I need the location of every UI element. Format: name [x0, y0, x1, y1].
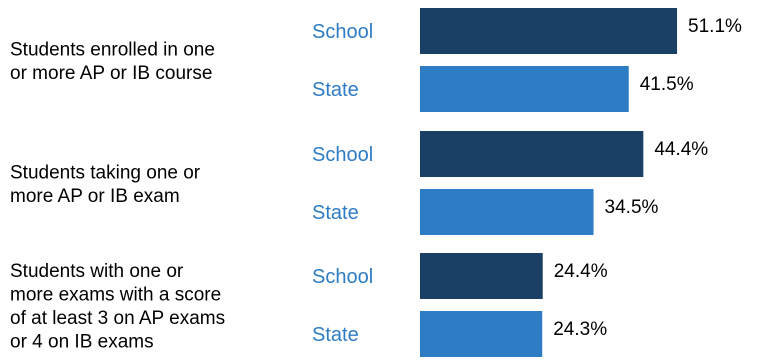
- category-label: Students enrolled in one or more AP or IB…: [10, 39, 215, 84]
- category-label: Students taking one or more AP or IB exam: [10, 162, 201, 207]
- bar-state: [420, 189, 594, 235]
- series-label-school: School: [312, 144, 373, 166]
- category-label-line: more AP or IB exam: [10, 186, 180, 207]
- category-label-line: or more AP or IB course: [10, 63, 212, 84]
- category-label: Students with one or more exams with a sc…: [10, 261, 225, 353]
- series-label-state: State: [312, 202, 359, 224]
- series-label-school: School: [312, 266, 373, 288]
- data-label: 24.4%: [554, 261, 608, 282]
- category-label-line: Students enrolled in one: [10, 39, 215, 60]
- category-label-line: Students taking one or: [10, 162, 201, 183]
- data-label: 24.3%: [553, 319, 607, 340]
- bar-state: [420, 66, 629, 112]
- category-label-line: or 4 on IB exams: [10, 331, 154, 352]
- bar-state: [420, 311, 543, 357]
- data-label: 44.4%: [654, 139, 708, 160]
- category-label-line: of at least 3 on AP exams: [10, 308, 225, 329]
- data-label: 34.5%: [605, 197, 659, 218]
- bar-school: [420, 253, 543, 299]
- category-label-line: more exams with a score: [10, 284, 221, 305]
- data-label: 41.5%: [640, 74, 694, 95]
- series-label-state: State: [312, 79, 359, 101]
- category-label-line: Students with one or: [10, 261, 184, 282]
- data-label: 51.1%: [688, 16, 742, 37]
- bar-school: [420, 131, 644, 177]
- bar-school: [420, 8, 678, 54]
- series-label-state: State: [312, 324, 359, 346]
- series-label-school: School: [312, 21, 373, 43]
